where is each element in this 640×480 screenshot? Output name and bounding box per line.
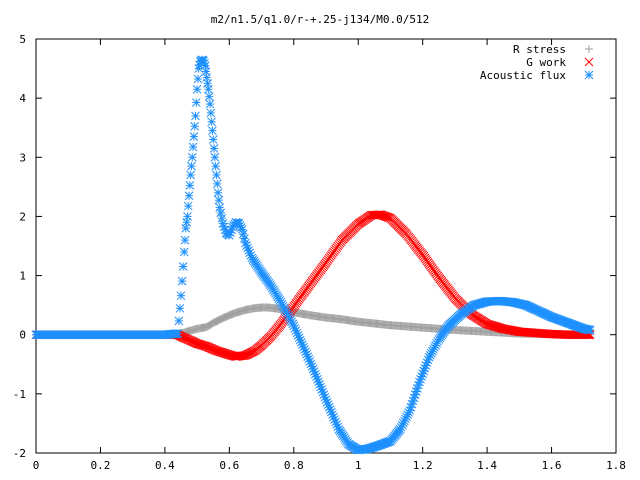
chart-title: m2/n1.5/q1.0/r-+.25-j134/M0.0/512 xyxy=(211,13,430,26)
data-point xyxy=(183,212,192,221)
data-point xyxy=(191,111,200,121)
series-acoustic-flux xyxy=(31,55,595,455)
axis-ticks: 0 0.2 0.4 0.6 0.8 1 1.2 1.4 1.6 1.8 -2 -1 0 1 2 3 4 5 xyxy=(13,33,626,472)
data-point xyxy=(401,414,410,424)
data-point xyxy=(183,201,193,211)
data-point xyxy=(187,161,196,171)
data-point xyxy=(207,320,216,329)
data-point xyxy=(187,152,197,162)
data-point xyxy=(276,297,286,307)
data-point xyxy=(212,317,221,326)
legend-label: G work xyxy=(526,56,566,69)
data-point xyxy=(203,322,212,331)
data-point xyxy=(192,84,202,94)
data-point xyxy=(188,142,198,152)
data-point xyxy=(404,408,414,417)
data-point xyxy=(207,117,216,127)
data-point xyxy=(208,135,218,144)
data-point xyxy=(185,181,195,190)
x-tick-label: 0.4 xyxy=(155,459,175,472)
y-tick-label: 5 xyxy=(19,33,26,46)
x-tick-label: 1.8 xyxy=(606,459,626,472)
y-tick-label: -2 xyxy=(13,447,26,460)
data-point xyxy=(213,316,222,325)
data-point xyxy=(216,315,225,324)
legend-marker xyxy=(585,45,593,53)
data-point xyxy=(585,325,595,335)
data-point xyxy=(215,315,224,324)
data-point xyxy=(178,262,188,271)
data-point xyxy=(217,213,227,223)
data-series xyxy=(31,55,595,455)
data-point xyxy=(204,321,213,330)
data-point xyxy=(175,303,185,313)
x-tick-label: 1.2 xyxy=(413,459,433,472)
data-point xyxy=(215,203,225,212)
data-point xyxy=(180,235,190,245)
data-point xyxy=(277,299,287,309)
x-tick-label: 0 xyxy=(33,459,40,472)
data-point xyxy=(208,126,217,136)
data-point xyxy=(208,319,217,328)
data-point xyxy=(179,247,189,257)
x-tick-label: 0.8 xyxy=(284,459,304,472)
data-point xyxy=(211,161,220,171)
data-point xyxy=(189,132,199,141)
y-tick-label: 4 xyxy=(19,92,26,105)
data-point xyxy=(216,208,226,218)
y-tick-label: 1 xyxy=(19,270,26,283)
x-tick-label: 1 xyxy=(355,459,362,472)
data-point xyxy=(176,291,186,301)
data-point xyxy=(209,144,219,153)
data-point xyxy=(432,339,441,348)
data-point xyxy=(398,418,408,428)
data-point xyxy=(202,323,211,332)
data-point xyxy=(211,317,220,326)
legend-label: R stress xyxy=(513,43,566,56)
data-point xyxy=(213,188,223,198)
data-point xyxy=(205,99,215,109)
x-tick-label: 1.6 xyxy=(542,459,562,472)
data-point xyxy=(431,341,440,350)
data-point xyxy=(190,121,200,131)
data-point xyxy=(177,276,187,286)
data-point xyxy=(186,170,196,180)
data-point xyxy=(204,84,213,94)
data-point xyxy=(184,191,194,201)
data-point xyxy=(193,74,203,84)
x-tick-label: 1.4 xyxy=(477,459,497,472)
data-point xyxy=(204,92,214,102)
data-point xyxy=(217,314,226,323)
data-point xyxy=(206,320,214,329)
data-point xyxy=(173,329,183,338)
data-point xyxy=(212,170,221,180)
x-tick-label: 0.6 xyxy=(219,459,239,472)
data-point xyxy=(210,318,219,327)
data-point xyxy=(206,108,216,118)
x-tick-label: 0.2 xyxy=(91,459,111,472)
plot-frame xyxy=(35,38,617,454)
data-point xyxy=(191,98,201,107)
data-point xyxy=(174,316,184,326)
legend-marker xyxy=(584,57,594,67)
y-tick-label: 2 xyxy=(19,210,26,223)
data-point xyxy=(212,179,222,189)
legend-marker xyxy=(584,70,594,80)
y-tick-label: -1 xyxy=(13,388,26,401)
y-tick-label: 0 xyxy=(19,329,26,342)
data-point xyxy=(214,195,224,205)
y-tick-label: 3 xyxy=(19,151,26,164)
data-point xyxy=(214,316,223,325)
data-point xyxy=(210,152,220,162)
legend-label: Acoustic flux xyxy=(480,69,566,82)
data-point xyxy=(209,318,218,327)
